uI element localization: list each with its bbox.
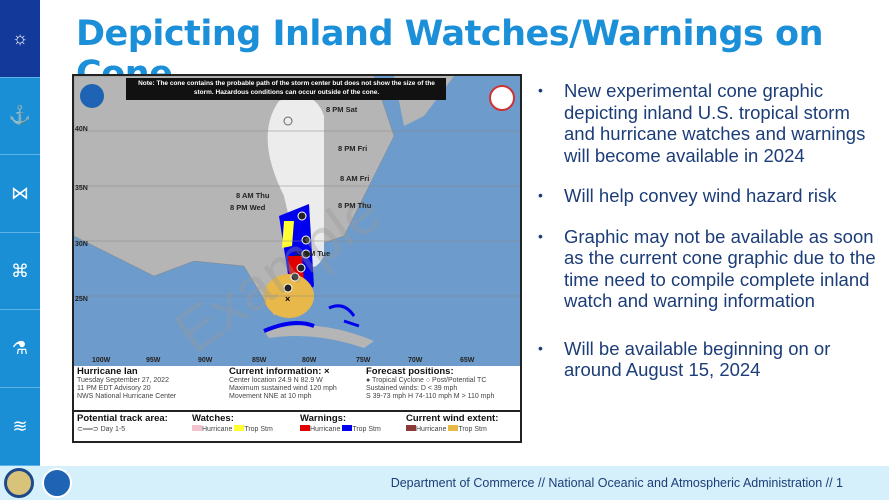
doc-seal-icon xyxy=(4,468,34,498)
coastal-lighthouse-icon[interactable]: ⚓ xyxy=(0,78,40,156)
hurricane-cone-map: × Example Note: The cone contains the pr… xyxy=(72,74,522,443)
sidebar: ☼ ⚓ ⋈ ⌘ ⚗ ≋ xyxy=(0,0,40,466)
bullet-item: Will be available beginning on or around… xyxy=(538,338,878,381)
svg-text:8 AM Fri: 8 AM Fri xyxy=(340,174,369,183)
svg-text:8 PM Sat: 8 PM Sat xyxy=(326,105,358,114)
svg-text:100W: 100W xyxy=(92,357,111,364)
svg-text:75W: 75W xyxy=(356,357,371,364)
svg-text:8 AM Thu: 8 AM Thu xyxy=(236,191,270,200)
cone-note: Note: The cone contains the probable pat… xyxy=(138,80,435,96)
bullet-item: Graphic may not be available as soon as … xyxy=(538,226,878,312)
svg-text:8 PM Fri: 8 PM Fri xyxy=(338,144,367,153)
svg-text:80W: 80W xyxy=(302,357,317,364)
svg-text:35N: 35N xyxy=(75,185,88,192)
research-flask-icon[interactable]: ⚗ xyxy=(0,310,40,388)
noaa-logo-icon xyxy=(80,84,104,108)
svg-text:70W: 70W xyxy=(408,357,423,364)
bullet-list: New experimental cone graphic depicting … xyxy=(538,80,878,400)
svg-text:25N: 25N xyxy=(75,296,88,303)
svg-text:65W: 65W xyxy=(460,357,475,364)
nws-logo-icon xyxy=(489,85,515,111)
map-info-panel: Hurricane Ian Tuesday September 27, 2022 1… xyxy=(74,366,520,441)
svg-text:30N: 30N xyxy=(75,241,88,248)
svg-text:40N: 40N xyxy=(75,126,88,133)
svg-text:85W: 85W xyxy=(252,357,267,364)
svg-text:8 PM Thu: 8 PM Thu xyxy=(338,201,372,210)
satellite-icon[interactable]: ⌘ xyxy=(0,233,40,311)
noaa-logo-icon xyxy=(42,468,72,498)
svg-text:×: × xyxy=(285,294,290,304)
footer-text: Department of Commerce // National Ocean… xyxy=(390,476,843,490)
svg-text:90W: 90W xyxy=(198,357,213,364)
map-graphic: × Example Note: The cone contains the pr… xyxy=(74,76,520,366)
bullet-item: New experimental cone graphic depicting … xyxy=(538,80,878,166)
svg-text:95W: 95W xyxy=(146,357,161,364)
svg-text:8 PM Wed: 8 PM Wed xyxy=(230,203,266,212)
fish-icon[interactable]: ⋈ xyxy=(0,155,40,233)
ecosystem-icon[interactable]: ≋ xyxy=(0,388,40,466)
footer: Department of Commerce // National Ocean… xyxy=(0,466,889,500)
svg-text:11 PM Tue: 11 PM Tue xyxy=(294,249,330,258)
weather-sun-cloud-icon[interactable]: ☼ xyxy=(0,0,40,78)
bullet-item: Will help convey wind hazard risk xyxy=(538,185,878,207)
